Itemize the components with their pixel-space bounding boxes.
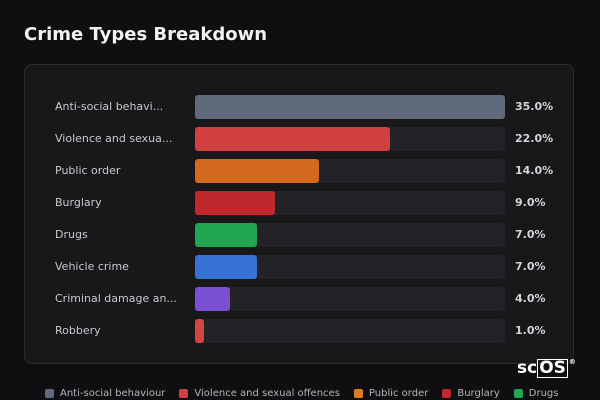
- bar: [195, 287, 231, 311]
- bar-value-label: 35.0%: [515, 100, 554, 113]
- bar-label: Drugs: [55, 228, 88, 241]
- legend-item[interactable]: Drugs: [513, 387, 559, 399]
- bar-label: Vehicle crime: [55, 260, 129, 273]
- bar-track: [195, 223, 505, 247]
- logo-text-a: sc: [517, 358, 538, 378]
- chart-panel: Anti-social behavi... 35.0% Violence and s…: [24, 64, 574, 364]
- bar-label: Anti-social behavi...: [55, 100, 164, 113]
- bar-value-label: 14.0%: [515, 164, 554, 177]
- bar-row: Vehicle crime 7.0%: [25, 255, 573, 279]
- legend-label: Violence and sexual offences: [194, 387, 340, 399]
- bar-row: Public order 14.0%: [25, 159, 573, 183]
- bar: [195, 319, 204, 343]
- bar-track: [195, 159, 505, 183]
- bar-value-label: 22.0%: [515, 132, 554, 145]
- bar-track: [195, 255, 505, 279]
- legend-item[interactable]: Anti-social behaviour: [45, 388, 165, 399]
- bar-row: Burglary 9.0%: [25, 191, 573, 215]
- legend-label: Public order: [368, 387, 429, 399]
- bar-track: [195, 191, 505, 215]
- bar-row: Robbery 1.0%: [25, 319, 573, 343]
- legend-item[interactable]: Burglary: [442, 387, 500, 399]
- bar-label: Burglary: [55, 196, 102, 209]
- bar-label: Robbery: [55, 324, 101, 337]
- legend-swatch: [513, 388, 523, 398]
- bar-value-label: 7.0%: [515, 228, 546, 241]
- page-title: Crime Types Breakdown: [24, 24, 268, 45]
- bar-track: [195, 287, 505, 311]
- scos-logo: sc OS ®: [517, 358, 576, 378]
- bar-track: [195, 127, 505, 151]
- bar: [195, 191, 275, 215]
- bar-row: Drugs 7.0%: [25, 223, 573, 247]
- logo-mark: ®: [568, 358, 576, 366]
- legend-item[interactable]: Violence and sexual offences: [179, 388, 340, 399]
- legend-label: Drugs: [528, 387, 559, 399]
- bar-value-label: 4.0%: [515, 292, 546, 305]
- bar-label: Public order: [55, 164, 121, 177]
- chart-legend: Anti-social behaviour Violence and sexual…: [45, 386, 573, 400]
- bar-value-label: 7.0%: [515, 260, 546, 273]
- bar-track: [195, 319, 505, 343]
- legend-swatch: [353, 388, 363, 398]
- bar: [195, 223, 257, 247]
- bar: [195, 255, 257, 279]
- logo-text-b: OS: [537, 358, 568, 378]
- bar: [195, 127, 390, 151]
- bar-track: [195, 95, 505, 119]
- bar: [195, 95, 505, 119]
- bar-value-label: 9.0%: [515, 196, 546, 209]
- legend-label: Burglary: [457, 387, 500, 399]
- bar-row: Anti-social behavi... 35.0%: [25, 95, 573, 119]
- bar-label: Criminal damage an...: [55, 292, 177, 305]
- bar-label: Violence and sexua...: [55, 132, 173, 145]
- legend-swatch: [442, 388, 452, 398]
- legend-item[interactable]: Public order: [353, 387, 429, 399]
- bar-value-label: 1.0%: [515, 324, 546, 337]
- bar-row: Criminal damage an... 4.0%: [25, 287, 573, 311]
- legend-label: Anti-social behaviour: [60, 387, 166, 399]
- bar: [195, 159, 319, 183]
- bar-row: Violence and sexua... 22.0%: [25, 127, 573, 151]
- legend-swatch: [179, 388, 189, 398]
- legend-swatch: [45, 388, 54, 398]
